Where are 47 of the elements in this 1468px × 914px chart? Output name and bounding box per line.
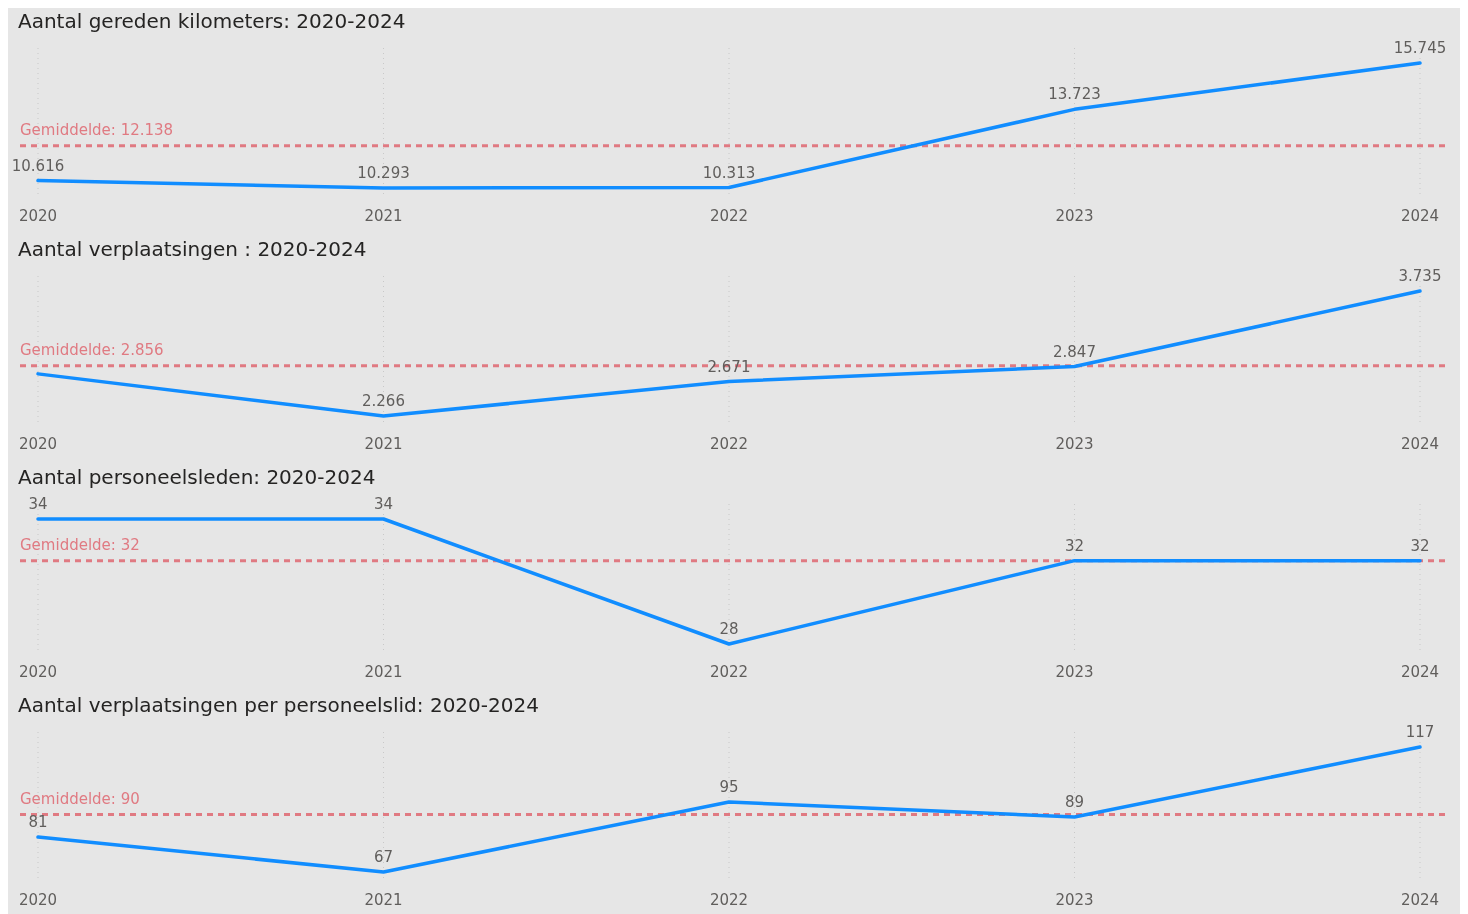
x-tick-label: 2022	[709, 663, 749, 681]
chart-title: Aantal verplaatsingen per personeelslid: 2020-2024	[18, 693, 539, 717]
data-label: 67	[373, 848, 394, 866]
x-tick-label: 2020	[18, 891, 58, 909]
chart-title: Aantal gereden kilometers: 2020-2024	[18, 9, 406, 33]
x-tick-label: 2023	[1055, 207, 1094, 225]
ref-line-label: Gemiddelde: 12.138	[20, 120, 174, 139]
x-tick-label: 2021	[364, 663, 403, 681]
x-tick-label: 2020	[18, 207, 58, 225]
data-label: 32	[1410, 536, 1430, 555]
x-tick-label: 2021	[364, 435, 403, 453]
ref-line-label: Gemiddelde: 2.856	[20, 340, 164, 359]
data-label: 10.616	[11, 156, 65, 175]
chart-title: Aantal verplaatsingen : 2020-2024	[18, 237, 367, 261]
data-label: 2.671	[707, 357, 751, 376]
x-tick-label: 2020	[18, 435, 58, 453]
data-label: 3.735	[1398, 267, 1442, 285]
data-label: 15.745	[1393, 39, 1447, 57]
x-tick-label: 2022	[709, 435, 749, 453]
data-label: 89	[1064, 793, 1085, 811]
x-tick-label: 2021	[364, 891, 403, 909]
ref-line-label: Gemiddelde: 32	[20, 535, 140, 554]
data-label: 28	[719, 620, 739, 638]
x-tick-label: 2023	[1055, 435, 1094, 453]
x-tick-label: 2022	[709, 207, 749, 225]
chart-title: Aantal personeelsleden: 2020-2024	[18, 465, 376, 489]
x-tick-label: 2022	[709, 891, 749, 909]
x-tick-label: 2023	[1055, 891, 1094, 909]
x-tick-label: 2024	[1400, 435, 1440, 453]
data-label: 2.266	[362, 392, 405, 410]
x-tick-label: 2024	[1400, 663, 1440, 681]
ref-line-label: Gemiddelde: 90	[20, 789, 140, 808]
x-tick-label: 2024	[1400, 891, 1440, 909]
data-label: 34	[28, 495, 48, 513]
data-label: 32	[1064, 536, 1085, 555]
data-label: 10.313	[702, 163, 756, 182]
data-label: 117	[1405, 723, 1435, 741]
data-label: 10.293	[357, 164, 410, 182]
x-tick-label: 2024	[1400, 207, 1440, 225]
x-tick-label: 2023	[1055, 663, 1094, 681]
data-label: 2.847	[1053, 342, 1096, 361]
x-tick-label: 2020	[18, 663, 58, 681]
data-label: 34	[373, 495, 394, 513]
data-label: 13.723	[1048, 85, 1101, 104]
x-tick-label: 2021	[364, 207, 403, 225]
data-label: 95	[719, 778, 739, 796]
data-label: 81	[28, 813, 48, 831]
